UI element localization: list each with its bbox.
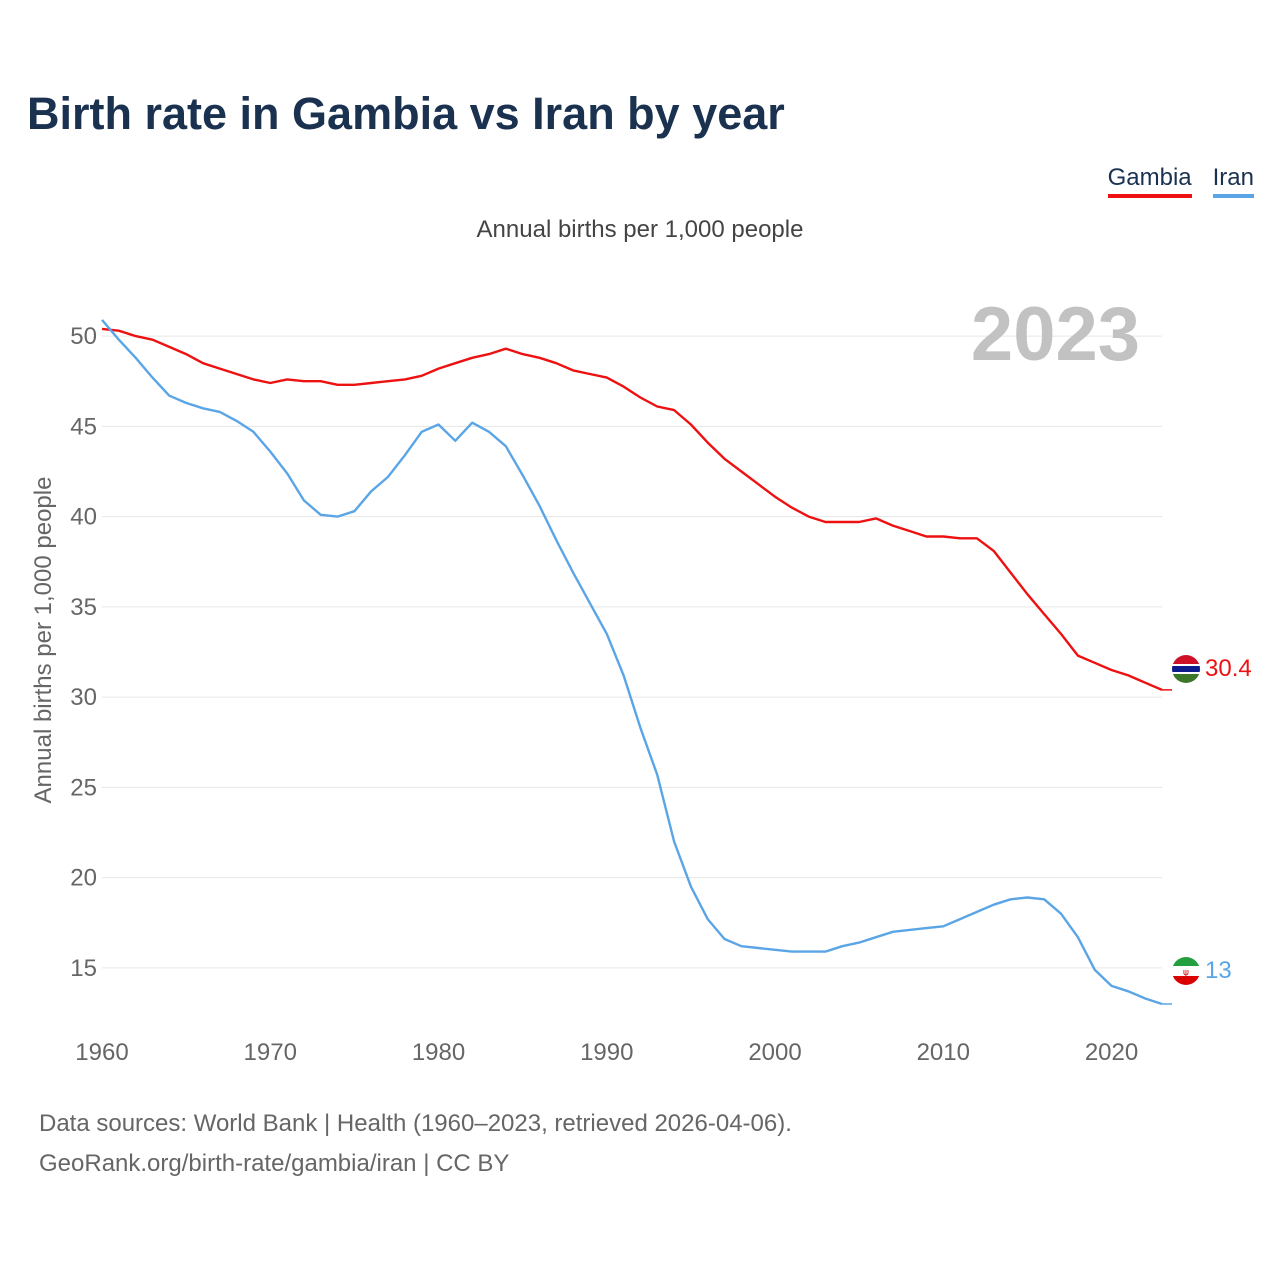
grid [102, 335, 1162, 969]
x-tick-label: 2000 [748, 1039, 801, 1066]
y-tick-label: 25 [70, 774, 97, 801]
x-tick-label: 2020 [1085, 1039, 1138, 1066]
iran-flag-icon: ψ [1172, 957, 1200, 985]
x-tick-label: 1970 [244, 1039, 297, 1066]
iran-end-value-label: 13 [1205, 957, 1232, 984]
y-tick-label: 20 [70, 865, 97, 892]
y-tick-label: 15 [70, 955, 97, 982]
x-tick-label: 2010 [917, 1039, 970, 1066]
gambia-flag-icon [1172, 655, 1200, 683]
y-tick-label: 40 [70, 504, 97, 531]
gambia-end-value-label: 30.4 [1205, 655, 1252, 682]
legend-item-iran[interactable]: Iran [1212, 164, 1254, 198]
chart-subtitle: Annual births per 1,000 people [476, 216, 804, 243]
series-layer [101, 319, 1172, 1006]
y-tick-label: 45 [70, 413, 97, 440]
legend-item-gambia[interactable]: Gambia [1107, 164, 1192, 198]
credit-link[interactable]: GeoRank.org/birth-rate/gambia/iran | CC … [39, 1150, 510, 1177]
chart-title: Birth rate in Gambia vs Iran by year [27, 88, 785, 139]
line-chart: 15 20 25 30 35 40 45 50 1960 1970 1980 1990 2000 201… [30, 292, 1252, 1066]
series-line-gambia[interactable] [101, 327, 1163, 692]
x-tick-label: 1990 [580, 1039, 633, 1066]
year-watermark: 2023 [971, 292, 1140, 377]
y-axis-label: Annual births per 1,000 people [30, 477, 57, 804]
x-axis-ticks: 1960 1970 1980 1990 2000 2010 2020 [75, 1039, 1138, 1066]
y-tick-label: 50 [70, 323, 97, 350]
x-tick-label: 1960 [75, 1039, 128, 1066]
data-source-note: Data sources: World Bank | Health (1960–… [39, 1110, 792, 1137]
legend: Gambia Iran [1107, 164, 1254, 198]
footer: Data sources: World Bank | Health (1960–… [39, 1104, 792, 1184]
y-tick-label: 30 [70, 684, 97, 711]
y-tick-label: 35 [70, 594, 97, 621]
y-axis-ticks: 15 20 25 30 35 40 45 50 [70, 323, 97, 982]
series-line-iran[interactable] [101, 319, 1163, 1006]
svg-text:ψ: ψ [1183, 968, 1189, 978]
x-tick-label: 1980 [412, 1039, 465, 1066]
